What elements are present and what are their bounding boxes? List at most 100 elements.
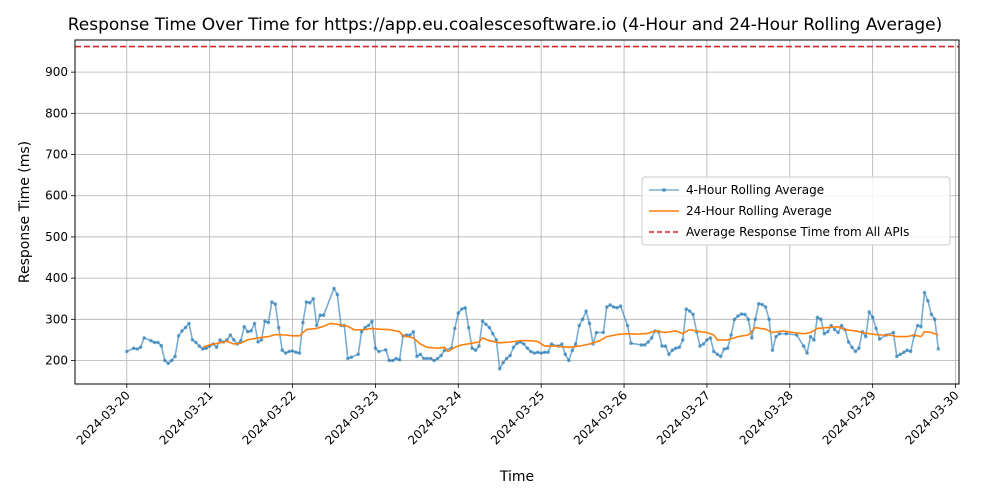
data-point-4h <box>180 329 184 333</box>
data-point-4h <box>473 348 478 353</box>
data-point-4h <box>138 345 143 350</box>
data-point-4h <box>902 350 906 355</box>
data-point-4h <box>159 343 164 348</box>
plot-frame <box>74 39 960 385</box>
data-point-4h <box>701 342 706 346</box>
data-point-4h <box>691 312 695 317</box>
data-point-4h <box>584 309 588 313</box>
data-point-4h <box>774 334 778 339</box>
data-point-4h <box>166 361 170 366</box>
data-point-4h <box>163 358 167 363</box>
data-point-4h <box>466 325 471 330</box>
y-tick-label: 600 <box>45 189 68 203</box>
data-point-4h <box>176 334 181 338</box>
data-point-4h <box>125 349 129 354</box>
data-point-4h <box>239 338 243 343</box>
data-point-4h <box>397 357 402 362</box>
data-point-4h <box>870 315 875 320</box>
data-point-4h <box>708 336 713 340</box>
data-point-4h <box>687 309 692 313</box>
y-tick-label: 700 <box>45 148 68 162</box>
data-point-4h <box>895 354 899 359</box>
data-point-4h <box>756 301 761 306</box>
data-point-4h <box>366 323 371 328</box>
data-point-4h <box>308 301 312 305</box>
data-point-4h <box>794 333 799 337</box>
legend: 4-Hour Rolling Average 24-Hour Rolling A… <box>641 176 951 246</box>
data-point-4h <box>929 312 934 317</box>
data-point-4h <box>846 340 851 344</box>
data-point-4h <box>294 350 298 355</box>
data-point-4h <box>898 352 903 357</box>
data-point-4h <box>722 347 726 351</box>
data-point-4h <box>373 346 378 351</box>
data-point-4h <box>173 354 177 359</box>
data-point-4h <box>815 315 820 320</box>
data-point-4h <box>667 352 671 357</box>
data-point-4h <box>335 292 340 297</box>
data-point-4h <box>183 325 188 330</box>
data-point-4h <box>926 299 930 303</box>
data-point-4h <box>698 344 702 348</box>
data-point-4h <box>736 314 740 318</box>
data-point-4h <box>674 346 678 351</box>
data-point-4h <box>415 354 419 359</box>
data-point-4h <box>905 348 909 353</box>
data-point-4h <box>822 331 827 336</box>
data-point-4h <box>684 307 688 311</box>
data-point-4h <box>346 356 350 361</box>
data-point-4h <box>497 367 502 371</box>
data-point-4h <box>439 353 443 358</box>
data-point-4h <box>753 317 758 322</box>
data-point-4h <box>149 338 153 343</box>
legend-marker-4h <box>662 188 666 192</box>
data-point-4h <box>529 349 533 354</box>
data-point-4h <box>484 322 488 327</box>
data-point-4h <box>501 360 506 365</box>
data-point-4h <box>891 330 896 335</box>
data-point-4h <box>242 324 246 329</box>
data-point-4h <box>549 342 554 346</box>
data-point-4h <box>670 348 675 353</box>
data-point-4h <box>750 336 754 340</box>
data-point-4h <box>311 296 316 301</box>
data-point-4h <box>763 305 768 309</box>
data-point-4h <box>276 325 281 330</box>
data-point-4h <box>480 319 485 323</box>
data-point-4h <box>867 310 871 314</box>
data-point-4h <box>587 321 592 326</box>
data-point-4h <box>377 349 381 354</box>
data-point-4h <box>504 356 509 361</box>
data-point-4h <box>601 330 606 335</box>
data-point-4h <box>829 323 833 328</box>
data-point-4h <box>718 354 723 359</box>
data-point-4h <box>232 338 236 342</box>
data-point-4h <box>204 346 208 351</box>
data-point-4h <box>812 338 816 342</box>
data-point-4h <box>629 341 633 346</box>
data-point-4h <box>194 340 198 345</box>
data-point-4h <box>784 331 789 336</box>
data-point-4h <box>605 305 609 309</box>
data-point-4h <box>511 345 516 350</box>
data-point-4h <box>908 349 913 354</box>
data-point-4h <box>245 329 250 334</box>
y-axis-title: Response Time (ms) <box>17 141 33 283</box>
y-tick-label: 200 <box>45 354 68 368</box>
data-point-4h <box>732 317 737 322</box>
data-point-4h <box>639 343 644 347</box>
data-point-4h <box>131 346 136 351</box>
data-point-4h <box>746 317 751 322</box>
data-point-4h <box>725 346 730 351</box>
data-point-4h <box>228 333 233 337</box>
data-point-4h <box>256 340 260 344</box>
data-point-4h <box>649 336 654 340</box>
data-point-4h <box>301 320 305 325</box>
y-tick-label: 900 <box>45 65 68 79</box>
data-point-4h <box>705 338 709 342</box>
data-point-4h <box>826 329 830 334</box>
data-point-4h <box>290 349 295 353</box>
data-point-4h <box>463 306 468 310</box>
data-point-4h <box>743 312 747 317</box>
data-point-4h <box>218 338 222 342</box>
